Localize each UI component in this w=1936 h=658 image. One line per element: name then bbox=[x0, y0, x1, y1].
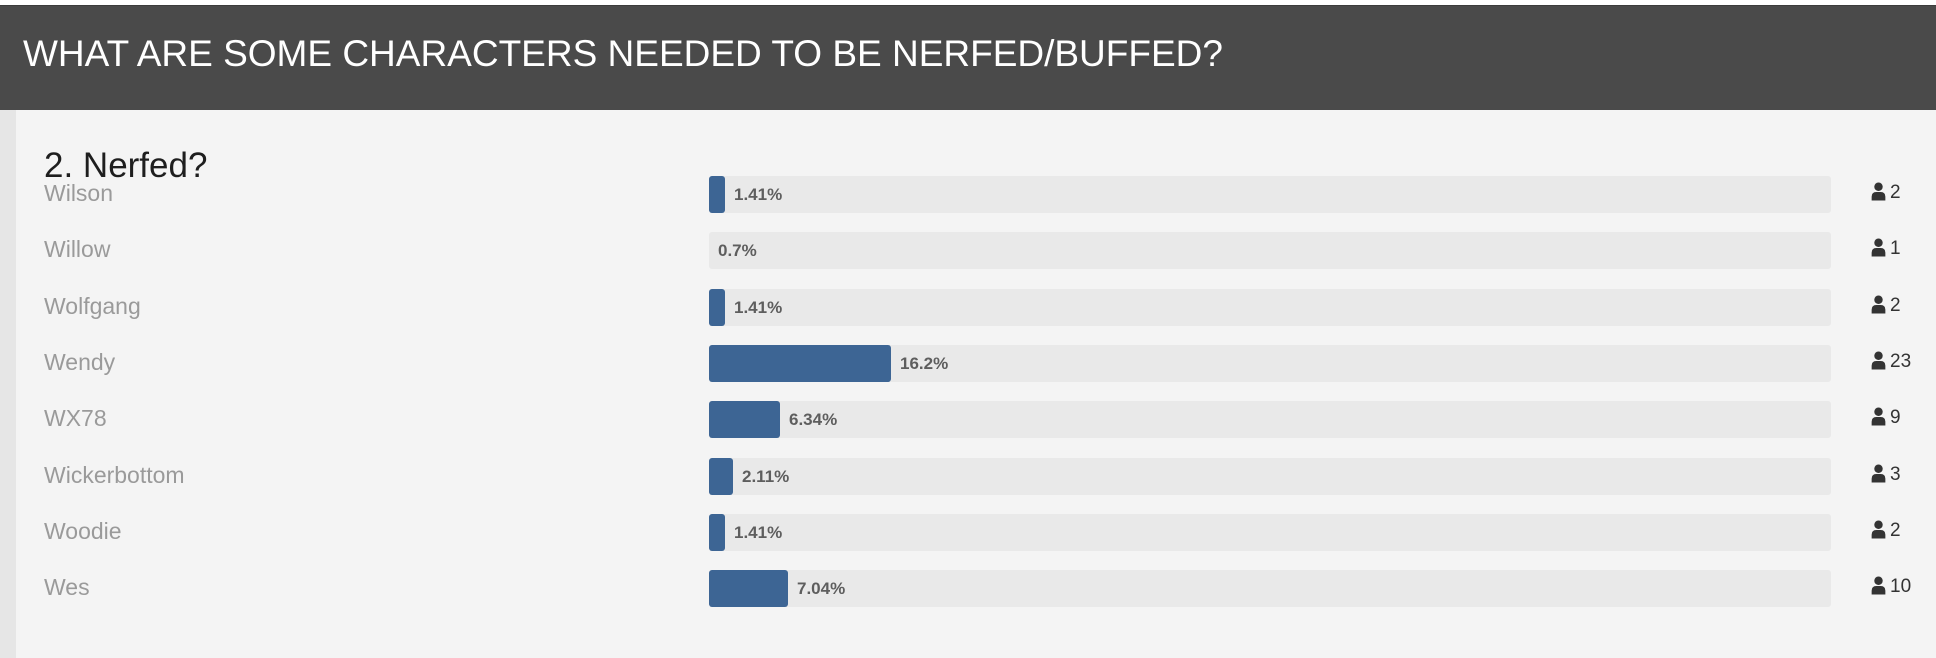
user-icon bbox=[1871, 464, 1886, 482]
voter-count[interactable]: 9 bbox=[1871, 407, 1901, 429]
voter-count[interactable]: 10 bbox=[1871, 576, 1911, 598]
voter-count-number: 2 bbox=[1890, 182, 1901, 203]
result-row: Willow 0.7% 1 bbox=[0, 232, 1936, 270]
percent-label: 7.04% bbox=[797, 579, 846, 599]
option-label: WX78 bbox=[44, 405, 107, 432]
result-bar-track: 1.41% bbox=[709, 176, 1831, 213]
voter-count-number: 10 bbox=[1890, 576, 1912, 598]
result-bar-fill bbox=[709, 457, 733, 495]
result-bar-fill bbox=[709, 344, 891, 382]
poll-header: WHAT ARE SOME CHARACTERS NEEDED TO BE NE… bbox=[0, 5, 1936, 111]
percent-label: 1.41% bbox=[734, 522, 783, 542]
user-icon bbox=[1871, 238, 1886, 257]
question-title: 2. Nerfed? bbox=[44, 146, 208, 185]
option-label: Willow bbox=[44, 236, 111, 263]
poll-body: 2. Nerfed? Wilson 1.41% 2 Willow 0.7% 1 Wolfga… bbox=[0, 110, 1936, 658]
percent-label: 0.7% bbox=[718, 241, 757, 261]
option-label: Woodie bbox=[44, 517, 122, 544]
percent-label: 1.41% bbox=[734, 297, 783, 317]
result-bar-track: 2.11% bbox=[709, 457, 1831, 495]
voter-count[interactable]: 23 bbox=[1871, 351, 1911, 373]
result-bar-fill bbox=[709, 570, 788, 608]
user-icon bbox=[1871, 295, 1886, 314]
percent-label: 16.2% bbox=[900, 353, 949, 373]
left-accent-bar bbox=[0, 110, 16, 658]
user-icon bbox=[1871, 351, 1886, 370]
result-bar-track: 1.41% bbox=[709, 513, 1831, 551]
user-icon bbox=[1871, 407, 1886, 426]
result-row: Wendy 16.2% 23 bbox=[0, 344, 1936, 383]
result-bar-fill bbox=[709, 401, 780, 439]
voter-count-number: 23 bbox=[1890, 350, 1912, 372]
result-row: WX78 6.34% 9 bbox=[0, 401, 1936, 439]
voter-count[interactable]: 2 bbox=[1871, 520, 1901, 542]
result-bar-track: 0.7% bbox=[709, 232, 1831, 270]
result-row: Wolfgang 1.41% 2 bbox=[0, 288, 1936, 327]
user-icon bbox=[1871, 520, 1886, 539]
result-row: Wilson 1.41% 2 bbox=[0, 176, 1936, 214]
option-label: Wes bbox=[44, 574, 90, 601]
voter-count[interactable]: 2 bbox=[1871, 295, 1901, 317]
voter-count-number: 3 bbox=[1890, 463, 1901, 485]
result-row: Wickerbottom 2.11% 3 bbox=[0, 457, 1936, 496]
result-bar-fill bbox=[709, 176, 725, 213]
option-label: Wendy bbox=[44, 348, 116, 375]
result-row: Wes 7.04% 10 bbox=[0, 570, 1936, 608]
user-icon bbox=[1871, 576, 1886, 595]
result-bar-track: 6.34% bbox=[709, 401, 1831, 439]
voter-count-number: 2 bbox=[1890, 519, 1901, 541]
result-bar-fill bbox=[709, 288, 725, 326]
percent-label: 2.11% bbox=[742, 466, 790, 486]
percent-label: 1.41% bbox=[734, 185, 783, 204]
voter-count-number: 1 bbox=[1890, 238, 1901, 260]
result-row: Woodie 1.41% 2 bbox=[0, 513, 1936, 552]
voter-count[interactable]: 2 bbox=[1871, 182, 1901, 204]
voter-count[interactable]: 1 bbox=[1871, 238, 1901, 260]
result-bar-track: 7.04% bbox=[709, 570, 1831, 608]
poll-widget: WHAT ARE SOME CHARACTERS NEEDED TO BE NE… bbox=[0, 5, 1936, 658]
poll-title: WHAT ARE SOME CHARACTERS NEEDED TO BE NE… bbox=[23, 33, 1223, 74]
option-label: Wolfgang bbox=[44, 292, 141, 319]
voter-count-number: 9 bbox=[1890, 407, 1901, 429]
voter-count[interactable]: 3 bbox=[1871, 464, 1901, 486]
user-icon bbox=[1871, 182, 1886, 201]
percent-label: 6.34% bbox=[789, 410, 838, 430]
result-bar-track: 16.2% bbox=[709, 344, 1831, 382]
option-label: Wickerbottom bbox=[44, 461, 185, 488]
option-label: Wilson bbox=[44, 180, 114, 206]
voter-count-number: 2 bbox=[1890, 294, 1901, 316]
result-bar-track: 1.41% bbox=[709, 288, 1831, 326]
result-bar-fill bbox=[709, 513, 725, 551]
